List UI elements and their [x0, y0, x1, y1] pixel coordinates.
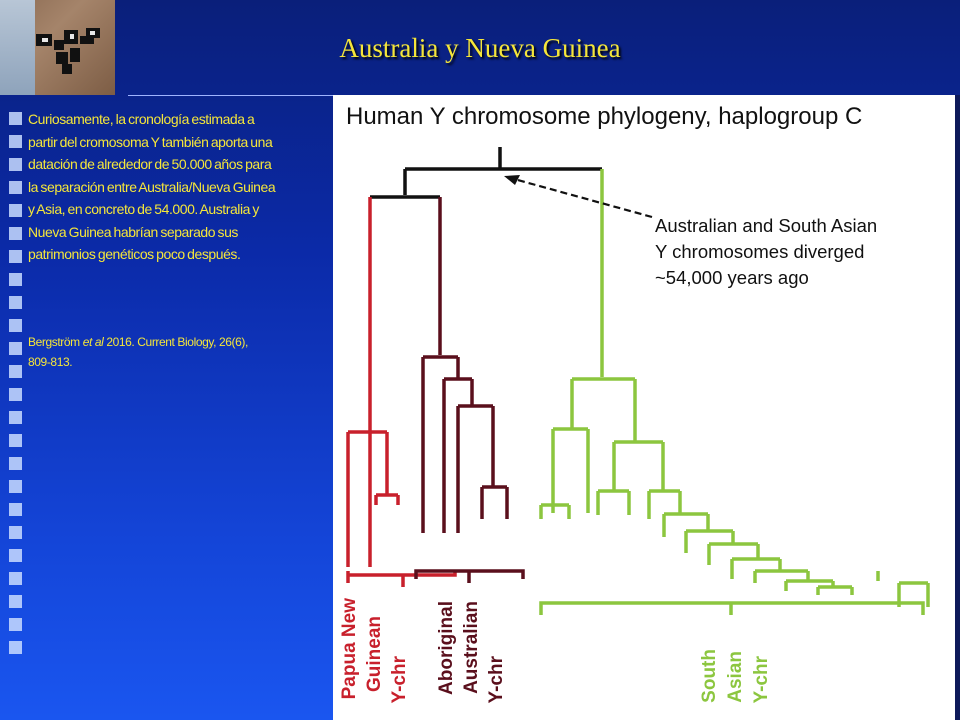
root-branches — [370, 147, 602, 199]
phylogeny-tree — [346, 147, 930, 615]
bullet-squares-decoration — [9, 112, 23, 664]
aboriginal-branches — [414, 197, 525, 583]
annotation-line-2: Y chromosomes diverged — [655, 241, 865, 262]
aboriginal-label-line-1: Aboriginal — [436, 601, 457, 695]
citation-details: 2016. Current Biology, 26(6), 809-813. — [28, 335, 248, 369]
title-divider — [128, 95, 333, 96]
logo-background — [0, 0, 35, 95]
divergence-arrow — [504, 175, 653, 219]
slide-body-text: Curiosamente, la cronología estimada a p… — [28, 111, 276, 262]
annotation-line-1: Australian and South Asian — [655, 215, 878, 236]
aboriginal-label-line-3: Y-chr — [486, 656, 507, 704]
divergence-annotation: Australian and South Asian Y chromosomes… — [655, 213, 877, 291]
citation: Bergström et al 2016. Current Biology, 2… — [28, 332, 268, 372]
south-asian-label-line-1: South — [699, 649, 720, 703]
citation-author: Bergström — [28, 335, 80, 349]
papua-label-line-1: Papua New — [339, 598, 360, 700]
papua-branches — [346, 197, 457, 587]
south-asian-branches — [539, 169, 930, 615]
aboriginal-label-line-2: Australian — [461, 601, 482, 694]
annotation-line-3: ~54,000 years ago — [655, 267, 809, 288]
phylogeny-figure: Human Y chromosome phylogeny, haplogroup… — [333, 95, 955, 720]
citation-et-al: et al — [82, 335, 104, 349]
south-asian-label-line-3: Y-chr — [751, 656, 772, 704]
university-logo-icon — [36, 28, 100, 74]
logo-panel — [0, 0, 115, 95]
papua-label-line-3: Y-chr — [389, 656, 410, 704]
slide-right-edge — [955, 95, 960, 720]
slide-title: Australia y Nueva Guinea — [339, 33, 621, 63]
papua-label-line-2: Guinean — [364, 616, 385, 693]
figure-title: Human Y chromosome phylogeny, haplogroup… — [346, 103, 863, 130]
south-asian-label-line-2: Asian — [725, 651, 746, 703]
